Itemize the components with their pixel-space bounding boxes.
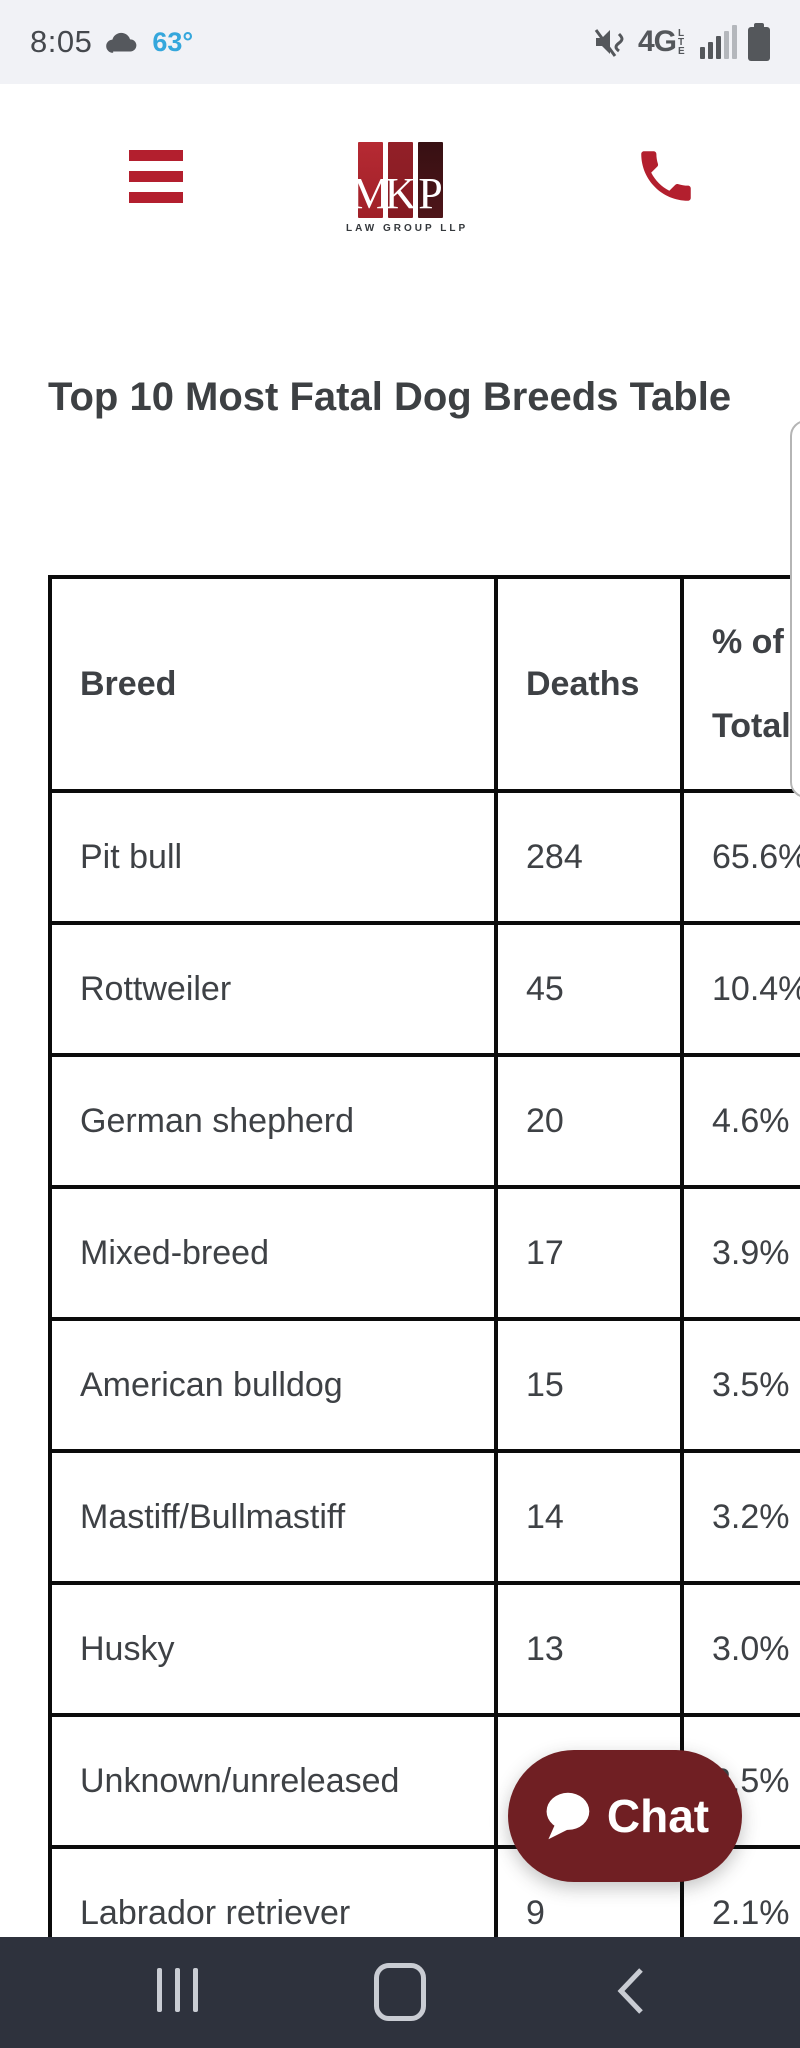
table-row: Mastiff/Bullmastiff 14 3.2% bbox=[48, 1449, 800, 1585]
pct-cell: 3.2% bbox=[680, 1449, 800, 1585]
chat-button-label: Chat bbox=[606, 1790, 710, 1842]
phone-call-button[interactable] bbox=[633, 143, 699, 209]
logo-bar-m: M bbox=[351, 142, 390, 218]
breed-cell: Mastiff/Bullmastiff bbox=[48, 1449, 498, 1585]
temperature-label: 63° bbox=[152, 26, 194, 57]
column-header-deaths: Deaths bbox=[494, 575, 684, 793]
deaths-cell: 284 bbox=[494, 789, 684, 925]
deaths-cell: 20 bbox=[494, 1053, 684, 1189]
column-header-pct: % of Total bbox=[680, 575, 800, 793]
deaths-cell: 45 bbox=[494, 921, 684, 1057]
logo-bar-p: P bbox=[418, 142, 443, 218]
cloud-icon bbox=[106, 32, 137, 53]
network-lte-label: LTE bbox=[678, 27, 685, 57]
menu-bar bbox=[129, 150, 183, 161]
recents-bar bbox=[193, 1968, 198, 2012]
status-right: 4G LTE bbox=[593, 23, 770, 61]
pct-cell: 3.5% bbox=[680, 1317, 800, 1453]
breed-cell: American bulldog bbox=[48, 1317, 498, 1453]
logo-bars: M K P bbox=[351, 142, 444, 218]
recents-bar bbox=[157, 1968, 162, 2012]
mute-vibrate-icon bbox=[594, 29, 624, 57]
table-row: Rottweiler 45 10.4% bbox=[48, 921, 800, 1057]
table-row: American bulldog 15 3.5% bbox=[48, 1317, 800, 1453]
breed-cell: Husky bbox=[48, 1581, 498, 1717]
recents-icon[interactable] bbox=[157, 1968, 198, 2012]
clock: 8:05 bbox=[30, 24, 93, 59]
logo-letter: K bbox=[384, 169, 417, 218]
pct-cell: 10.4% bbox=[680, 921, 800, 1057]
breed-cell: Unknown/unreleased bbox=[48, 1713, 498, 1849]
network-4g-label: 4G bbox=[637, 25, 677, 58]
pct-cell: 3.9% bbox=[680, 1185, 800, 1321]
menu-bar bbox=[129, 192, 183, 203]
speech-bubble-icon bbox=[546, 1792, 590, 1840]
pct-cell: 4.6% bbox=[680, 1053, 800, 1189]
hamburger-menu-icon[interactable] bbox=[129, 150, 183, 203]
side-widget-handle[interactable] bbox=[790, 420, 800, 798]
status-bar: 8:05 63° 4G LTE bbox=[0, 0, 800, 84]
table-header-row: Breed Deaths % of Total bbox=[48, 575, 800, 793]
breed-cell: German shepherd bbox=[48, 1053, 498, 1189]
pct-cell: 3.0% bbox=[680, 1581, 800, 1717]
page-title: Top 10 Most Fatal Dog Breeds Table bbox=[48, 374, 732, 419]
column-header-breed: Breed bbox=[48, 575, 498, 793]
table-row: German shepherd 20 4.6% bbox=[48, 1053, 800, 1189]
deaths-cell: 13 bbox=[494, 1581, 684, 1717]
pct-cell: 65.6% bbox=[680, 789, 800, 925]
mkp-law-group-logo[interactable]: M K P LAW GROUP LLP bbox=[346, 142, 465, 234]
breed-cell: Mixed-breed bbox=[48, 1185, 498, 1321]
breed-cell: Pit bull bbox=[48, 789, 498, 925]
deaths-cell: 14 bbox=[494, 1449, 684, 1585]
chat-button[interactable]: Chat bbox=[508, 1750, 742, 1882]
home-icon[interactable] bbox=[374, 1963, 426, 2021]
phone-icon bbox=[641, 151, 691, 201]
deaths-cell: 15 bbox=[494, 1317, 684, 1453]
table-row: Husky 13 3.0% bbox=[48, 1581, 800, 1717]
signal-strength-icon bbox=[700, 25, 737, 59]
logo-tagline: LAW GROUP LLP bbox=[346, 223, 469, 234]
network-type-indicator: 4G LTE bbox=[638, 25, 689, 59]
menu-bar bbox=[129, 171, 183, 182]
deaths-cell: 17 bbox=[494, 1185, 684, 1321]
status-left: 8:05 63° bbox=[30, 24, 193, 60]
logo-bar-k: K bbox=[385, 142, 416, 218]
recents-bar bbox=[175, 1968, 180, 2012]
android-nav-bar bbox=[0, 1937, 800, 2048]
back-icon[interactable] bbox=[615, 1966, 647, 2016]
column-header-pct-text: % of Total bbox=[712, 623, 791, 745]
table-row: Pit bull 284 65.6% bbox=[48, 789, 800, 925]
logo-letter: M bbox=[350, 169, 391, 218]
battery-icon bbox=[748, 23, 770, 61]
breed-cell: Rottweiler bbox=[48, 921, 498, 1057]
logo-letter: P bbox=[418, 169, 443, 218]
table-row: Mixed-breed 17 3.9% bbox=[48, 1185, 800, 1321]
